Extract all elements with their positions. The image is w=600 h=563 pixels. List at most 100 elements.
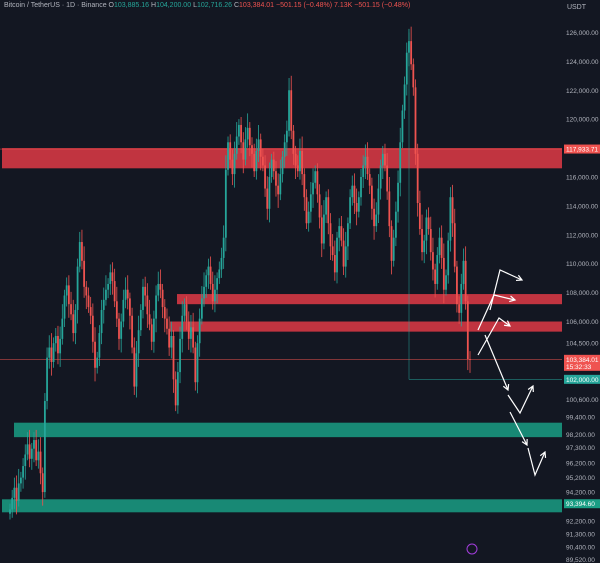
- candle-body: [279, 174, 282, 195]
- candle-body: [259, 139, 262, 157]
- candle-body: [434, 269, 437, 284]
- y-tick-label: 96,200.00: [566, 461, 595, 468]
- candle-body: [181, 315, 184, 339]
- candle-body: [314, 171, 317, 183]
- legend-high-label: H: [151, 2, 157, 9]
- candle-body: [456, 266, 458, 305]
- candle-body: [272, 159, 275, 172]
- candle-body: [94, 341, 96, 368]
- candle-body: [85, 286, 88, 296]
- price-tag-label: 102,000.00: [566, 377, 599, 384]
- legend-symbol[interactable]: Bitcoin / TetherUS · 1D · Binance: [4, 2, 107, 9]
- candle-body: [242, 142, 245, 160]
- y-tick-label: 108,000.00: [566, 290, 599, 297]
- candle-body: [270, 159, 273, 177]
- candle-body: [277, 185, 280, 195]
- candle-body: [46, 357, 48, 402]
- legend-open-value: 103,885.16: [114, 2, 150, 9]
- candle-body: [438, 237, 441, 256]
- price-tag: [564, 354, 600, 371]
- y-tick-label: 122,000.00: [566, 88, 599, 95]
- candle-body: [24, 454, 27, 467]
- candle-body: [394, 211, 397, 238]
- candle-body: [81, 242, 83, 261]
- candle-body: [353, 185, 356, 204]
- candle-body: [436, 255, 439, 284]
- candle-body: [200, 298, 203, 319]
- candle-body: [368, 174, 371, 186]
- candle-body: [33, 440, 35, 449]
- candle-body: [292, 130, 295, 154]
- candle-body: [15, 487, 18, 501]
- candle-body: [342, 240, 345, 267]
- legend-low-value: 102,716.26: [196, 2, 233, 9]
- candle-body: [133, 347, 136, 387]
- candle-body: [329, 223, 332, 247]
- candle-body: [432, 252, 434, 270]
- candle-body: [142, 286, 144, 310]
- candle-body: [301, 150, 304, 175]
- candle-body: [39, 451, 42, 474]
- candle-body: [283, 142, 286, 157]
- candle-body: [59, 338, 62, 354]
- candle-body: [257, 139, 260, 151]
- candle-body: [120, 321, 123, 339]
- candle-body: [294, 153, 297, 166]
- candle-body: [362, 165, 365, 177]
- candle-body: [338, 226, 341, 238]
- candle-body: [163, 307, 166, 319]
- y-tick-label: 120,000.00: [566, 117, 599, 124]
- legend-low-label: L: [193, 2, 197, 9]
- candle-body: [318, 194, 321, 218]
- candle-body: [344, 246, 347, 267]
- candle-body: [148, 314, 151, 325]
- candle-body: [458, 304, 460, 313]
- candle-body: [207, 266, 210, 276]
- candle-body: [351, 185, 354, 198]
- candle-body: [52, 343, 55, 362]
- price-tag: [564, 144, 600, 154]
- candle-body: [20, 477, 22, 484]
- projection-arrow-head: [515, 274, 524, 282]
- candle-body: [137, 330, 140, 354]
- candle-body: [98, 333, 101, 358]
- candle-body: [370, 185, 373, 209]
- legend-volume: 7.13K: [334, 2, 353, 9]
- candle-body: [373, 208, 375, 227]
- candle-body: [118, 318, 120, 339]
- candle-body: [74, 309, 77, 334]
- candle-body: [205, 275, 208, 287]
- y-tick-label: 99,400.00: [566, 414, 595, 421]
- legend-open-label: O: [108, 2, 114, 9]
- candle-body: [28, 444, 31, 459]
- candle-body: [333, 255, 336, 273]
- candle-body: [464, 260, 467, 302]
- candle-body: [377, 188, 380, 215]
- candle-body: [416, 153, 419, 204]
- candle-body: [360, 176, 362, 198]
- legend-change-2: −501.15 (−0.48%): [354, 2, 411, 9]
- y-tick-label: 114,000.00: [566, 203, 598, 210]
- candle-body: [466, 301, 469, 360]
- candle-body: [425, 217, 428, 241]
- legend-close-label: C: [233, 2, 240, 9]
- candle-body: [87, 295, 90, 308]
- price-tag-label: 117,933.71: [566, 147, 598, 154]
- candle-body: [166, 318, 168, 329]
- candle-body: [63, 295, 66, 319]
- candle-body: [403, 84, 406, 111]
- candle-body: [336, 237, 338, 273]
- candle-body: [150, 324, 153, 342]
- candle-body: [442, 257, 445, 290]
- candle-body: [392, 237, 395, 261]
- candle-body: [50, 347, 53, 362]
- candle-body: [401, 110, 404, 143]
- candle-body: [281, 156, 284, 175]
- projection-arrow: [507, 385, 534, 415]
- y-tick-label: 89,520.00: [566, 557, 595, 563]
- candle-body: [222, 237, 225, 258]
- candle-body: [421, 229, 423, 253]
- candle-body: [379, 165, 382, 189]
